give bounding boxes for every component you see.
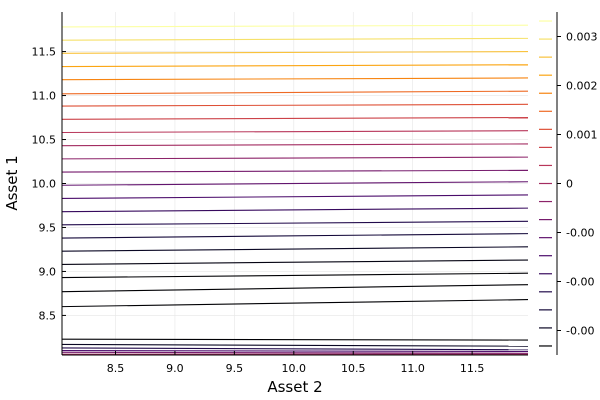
- colorbar-tick-label: -0.00: [566, 227, 594, 240]
- contour-line: [61, 194, 529, 200]
- contour-line: [61, 299, 529, 308]
- colorbar-tick-label: -0.00: [566, 325, 594, 338]
- x-tick-label: 10.0: [282, 362, 307, 375]
- x-tick-label: 9.5: [226, 362, 244, 375]
- contour-line: [61, 350, 529, 353]
- contour-line: [61, 246, 529, 252]
- contour-line: [61, 130, 529, 134]
- contour-line: [61, 103, 529, 107]
- x-tick-label: 11.5: [460, 362, 485, 375]
- contour-line: [61, 207, 529, 213]
- contour-line: [61, 37, 529, 41]
- contour-line: [61, 24, 529, 28]
- colorbar-tick-label: -0.00: [566, 276, 594, 289]
- y-tick-label: 11.5: [32, 46, 57, 59]
- y-tick-label: 9.0: [39, 265, 57, 278]
- y-tick-label: 10.0: [32, 178, 57, 191]
- contour-line: [61, 181, 529, 186]
- contour-line: [61, 347, 529, 351]
- y-tick-label: 11.0: [32, 90, 57, 103]
- y-tick-label: 8.5: [39, 309, 57, 322]
- y-ticks: 8.5 9.0 9.5 10.0 10.5 11.0 11.5: [32, 46, 66, 322]
- contour-line: [61, 351, 529, 354]
- contour-line: [61, 77, 529, 81]
- x-axis-title: Asset 2: [267, 378, 322, 396]
- contour-line: [61, 220, 529, 226]
- contour-line: [61, 233, 529, 239]
- colorbar-tick-label: 0.003: [566, 31, 598, 44]
- contour-lines: [61, 24, 529, 355]
- contour-line: [61, 116, 529, 120]
- x-tick-label: 8.5: [107, 362, 125, 375]
- contour-line: [61, 272, 529, 279]
- colorbar-tick-label: 0: [566, 178, 573, 191]
- x-tick-label: 11.0: [400, 362, 425, 375]
- contour-line: [61, 51, 529, 54]
- y-tick-label: 9.5: [39, 221, 57, 234]
- contour-line: [61, 90, 529, 95]
- contour-line: [61, 64, 529, 68]
- x-tick-label: 10.5: [341, 362, 366, 375]
- x-tick-label: 9.0: [166, 362, 184, 375]
- colorbar-tick-label: 0.002: [566, 80, 598, 93]
- contour-line: [61, 169, 529, 173]
- x-ticks: 8.5 9.0 9.5 10.0 10.5 11.0 11.5: [107, 351, 485, 375]
- contour-line: [61, 343, 529, 347]
- contour-line: [61, 284, 529, 293]
- y-tick-label: 10.5: [32, 134, 57, 147]
- contour-line: [61, 338, 529, 341]
- colorbar-tick-label: 0.001: [566, 129, 598, 142]
- colorbar: 0.003 0.002 0.001 0 -0.00 -0.00 -0.00: [539, 12, 598, 355]
- contour-line: [61, 143, 529, 147]
- y-axis-title: Asset 1: [3, 155, 21, 210]
- contour-line: [61, 156, 529, 160]
- contour-line: [61, 259, 529, 265]
